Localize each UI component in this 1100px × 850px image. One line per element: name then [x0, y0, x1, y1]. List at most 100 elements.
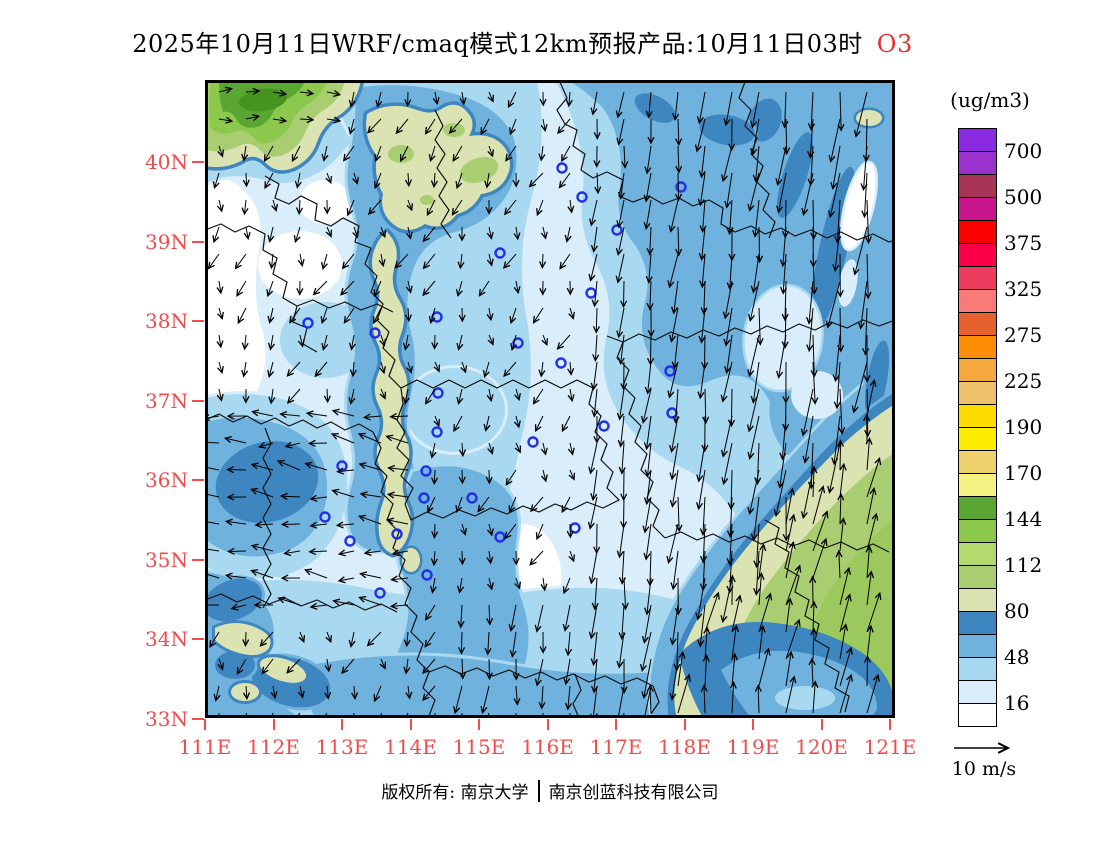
wind-arrow	[785, 91, 786, 127]
wind-arrow	[350, 118, 354, 134]
wind-arrow	[391, 416, 409, 417]
wind-arrow	[867, 253, 868, 298]
wind-arrow	[650, 334, 651, 364]
wind-arrow	[260, 443, 274, 447]
wind-arrow	[562, 145, 571, 161]
colorbar-tick-label: 700	[1004, 139, 1043, 163]
wind-arrow	[542, 253, 543, 268]
wind-arrow	[624, 145, 625, 167]
wind-arrow	[828, 280, 841, 327]
wind-arrow	[423, 658, 436, 673]
wind-arrow	[565, 604, 571, 631]
wind-arrow	[428, 199, 436, 215]
wind-arrow	[830, 172, 841, 217]
wind-arrow	[327, 226, 331, 236]
wind-arrow	[332, 434, 355, 444]
footer-company: 南京创蓝科技有限公司	[548, 783, 719, 803]
wind-arrow	[671, 307, 679, 341]
wind-arrow	[431, 307, 435, 323]
wind-arrow	[408, 685, 410, 698]
wind-arrow	[408, 172, 409, 186]
wind-arrow	[505, 199, 517, 214]
wind-arrow	[542, 685, 543, 708]
lat-label: 39N	[145, 229, 188, 254]
colorbar-cell	[958, 128, 997, 152]
wind-arrow	[723, 577, 733, 622]
wind-arrow	[621, 172, 624, 198]
wind-arrow	[489, 334, 493, 344]
wind-arrow	[462, 523, 465, 534]
lon-label: 116E	[521, 735, 574, 759]
wind-arrow	[839, 568, 849, 606]
lat-label: 36N	[145, 468, 188, 492]
wind-arrow	[700, 361, 706, 398]
wind-arrow	[251, 489, 274, 498]
wind-arrow	[785, 515, 794, 552]
wind-arrow	[381, 226, 385, 237]
wind-arrow	[624, 577, 626, 609]
wind-arrow	[810, 118, 813, 157]
wind-arrow	[647, 469, 652, 504]
colorbar-tick-label: 16	[1004, 691, 1030, 715]
wind-arrow	[543, 334, 547, 345]
wind-arrow	[485, 361, 489, 377]
wind-arrow	[724, 442, 733, 484]
wind-arrow	[753, 253, 760, 292]
colorbar-cell	[958, 151, 997, 175]
wind-arrow	[811, 442, 813, 488]
wind-arrow	[803, 388, 814, 435]
wind-arrow	[723, 415, 733, 456]
wind-arrow	[428, 496, 436, 512]
wind-arrow	[758, 649, 769, 687]
wind-arrow	[831, 118, 841, 161]
wind-arrow	[678, 496, 679, 531]
lat-label: 35N	[145, 547, 188, 572]
wind-arrow	[813, 602, 814, 633]
city-marker	[494, 247, 506, 259]
wind-arrow	[645, 496, 652, 532]
wind-arrow	[644, 658, 652, 698]
wind-arrow	[785, 489, 793, 525]
wind-arrow	[813, 199, 814, 239]
lat-tick	[192, 240, 204, 243]
wind-arrow	[246, 226, 248, 239]
city-marker	[302, 317, 314, 329]
wind-arrow	[839, 464, 844, 498]
wind-arrow	[359, 516, 382, 525]
wind-reference-arrow	[954, 736, 1026, 758]
lon-tick	[204, 719, 206, 730]
wind-arrow	[327, 658, 329, 671]
wind-arrow	[673, 550, 679, 589]
colorbar-cell	[958, 335, 997, 359]
wind-arrow	[360, 464, 382, 471]
wind-arrow	[705, 628, 707, 660]
wind-arrow	[270, 307, 273, 323]
wind-arrow	[489, 658, 490, 679]
colorbar-unit: (ug/m3)	[950, 88, 1030, 112]
wind-arrow	[452, 199, 463, 215]
wind-arrow	[669, 253, 679, 287]
wind-arrow	[516, 415, 519, 427]
wind-arrow	[237, 280, 247, 296]
wind-arrow	[299, 199, 300, 214]
wind-arrow	[596, 307, 597, 332]
wind-arrow	[388, 520, 409, 524]
map-border	[205, 80, 895, 718]
wind-arrow	[867, 438, 869, 471]
colorbar-cell	[958, 588, 997, 612]
city-marker	[431, 426, 443, 438]
wind-arrow	[459, 388, 462, 404]
wind-arrow	[246, 712, 249, 718]
wind-arrow	[867, 199, 869, 243]
city-marker	[432, 387, 444, 399]
city-marker	[466, 492, 478, 504]
wind-arrow	[704, 593, 718, 633]
wind-arrow	[672, 604, 679, 644]
wind-arrow	[759, 226, 760, 262]
wind-arrow	[621, 334, 624, 364]
wind-arrow	[558, 334, 571, 349]
wind-arrow	[811, 145, 813, 185]
wind-arrow	[489, 604, 490, 624]
wind-arrow	[558, 118, 571, 133]
wind-arrow	[323, 334, 327, 350]
